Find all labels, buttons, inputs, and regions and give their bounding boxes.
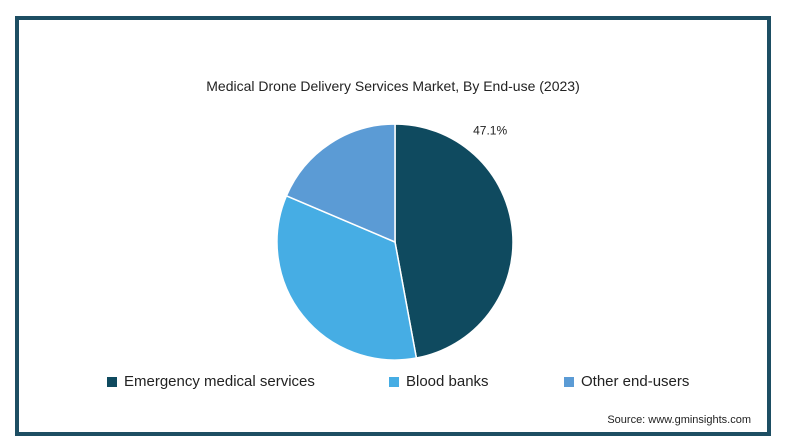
chart-frame: Medical Drone Delivery Services Market, … (15, 16, 771, 436)
legend-swatch (389, 376, 399, 387)
legend-label: Blood banks (406, 373, 489, 390)
pie-chart: 47.1% (276, 123, 514, 361)
legend-item-other-end-users: Other end-users (564, 373, 689, 390)
slice-data-label: 47.1% (473, 123, 507, 137)
legend: Emergency medical services Blood banks O… (19, 373, 767, 393)
legend-label: Emergency medical services (124, 373, 315, 390)
chart-title: Medical Drone Delivery Services Market, … (206, 78, 580, 94)
legend-label: Other end-users (581, 373, 690, 390)
source-note: Source: www.gminsights.com (607, 414, 751, 426)
legend-swatch (564, 376, 574, 387)
legend-swatch (107, 376, 117, 387)
legend-item-blood-banks: Blood banks (389, 373, 489, 390)
legend-item-emergency-medical-services: Emergency medical services (107, 373, 315, 390)
pie-slice-emergency-medical-services (394, 123, 514, 359)
pie-slice-other-end-users (285, 123, 396, 244)
